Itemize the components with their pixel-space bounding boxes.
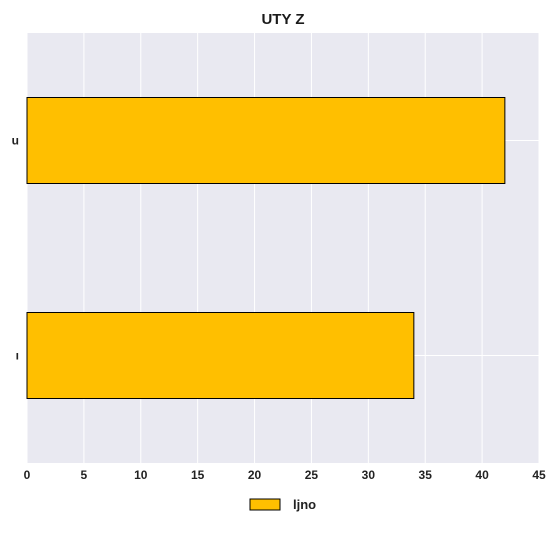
x-tick-label: 20: [248, 468, 262, 482]
y-tick-label: u: [12, 134, 19, 148]
x-tick-label: 35: [419, 468, 433, 482]
x-tick-label: 0: [24, 468, 31, 482]
x-axis: 0 5 10 15 20 25 30 35 40 45: [24, 468, 546, 482]
x-tick-label: 30: [362, 468, 376, 482]
x-tick-label: 5: [81, 468, 88, 482]
legend-swatch: [249, 498, 281, 511]
x-tick-label: 10: [134, 468, 148, 482]
y-axis: uı: [12, 134, 19, 363]
bars: [26, 97, 506, 399]
chart-title: UTY Z: [261, 11, 304, 28]
bar: [26, 312, 415, 399]
x-tick-label: 45: [532, 468, 546, 482]
legend: ljno: [249, 497, 316, 512]
x-tick-label: 40: [475, 468, 489, 482]
x-tick-label: 25: [305, 468, 319, 482]
bar: [26, 97, 506, 184]
y-tick-label: ı: [16, 349, 19, 363]
x-tick-label: 15: [191, 468, 205, 482]
legend-label: ljno: [293, 497, 316, 512]
